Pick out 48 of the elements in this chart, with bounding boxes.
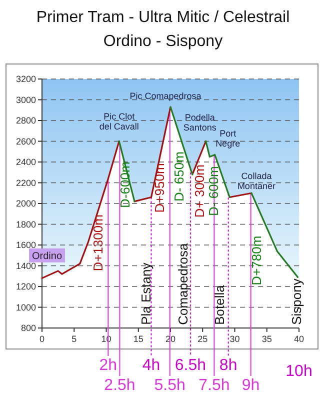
y-tick-label: 3000	[16, 94, 36, 105]
annotation: D- 650m	[171, 152, 186, 202]
x-tick-label: 30	[230, 334, 240, 344]
y-tick-label: 1200	[16, 282, 36, 292]
annotation: D-600m	[117, 162, 132, 208]
y-tick-label: 2400	[16, 157, 36, 168]
x-tick-label: 0	[39, 334, 45, 344]
annotation: Pic Comapedrosa	[130, 91, 202, 102]
annotation: D+950m	[152, 163, 168, 213]
x-tick-label: 25	[198, 334, 208, 344]
chart-subtitle: Ordino - Sispony	[103, 33, 223, 50]
y-tick-label: 2800	[16, 116, 36, 126]
x-tick-label: 15	[133, 334, 144, 344]
x-tick-label: 35	[262, 334, 272, 344]
x-tick-label: 40	[294, 334, 304, 344]
ref-line-label: 5.5h	[154, 377, 186, 394]
ref-line-label: 6.5h	[174, 357, 206, 374]
annotation: Pic Clot del Cavall	[99, 111, 139, 132]
y-tick-label: 1000	[16, 302, 36, 312]
y-tick-label: 1800	[16, 219, 36, 230]
ref-line-label: 8h	[219, 357, 238, 374]
annotation: Pla Estany	[138, 262, 154, 325]
y-tick-label: 1400	[16, 260, 36, 271]
annotation: D+ 300m	[192, 164, 207, 218]
annotation: Sispony	[288, 278, 304, 325]
ref-line-label: 2.5h	[104, 377, 136, 394]
annotation: D- 600m	[206, 166, 222, 216]
annotation: Podella Santons	[183, 112, 217, 132]
y-tick-label: 800	[20, 323, 36, 334]
annotation: Ordino	[32, 250, 62, 262]
ref-line-label: 7.5h	[198, 377, 230, 394]
y-tick-label: 1600	[16, 240, 36, 250]
annotation: Port Negre	[216, 128, 240, 149]
chart-title: Primer Tram - Ultra Mitic / Celestrail	[36, 9, 290, 26]
y-tick-label: 2600	[16, 136, 36, 146]
y-tick-label: 2200	[16, 178, 36, 188]
x-tick-label: 5	[72, 334, 77, 344]
text: 10h	[286, 363, 312, 380]
ref-line-label: 4h	[142, 357, 160, 374]
annotation: D+1300m	[90, 214, 106, 272]
ref-line-label: 2h	[99, 357, 118, 374]
annotation: Botella	[212, 284, 227, 325]
annotation: D+780m	[249, 236, 264, 286]
y-tick-label: 2000	[16, 198, 36, 209]
annotation: Collada Montaner	[237, 171, 276, 192]
y-tick-label: 3200	[16, 74, 36, 84]
annotation: Comapedrosa	[175, 242, 190, 325]
ref-line-label: 9h	[242, 377, 260, 394]
